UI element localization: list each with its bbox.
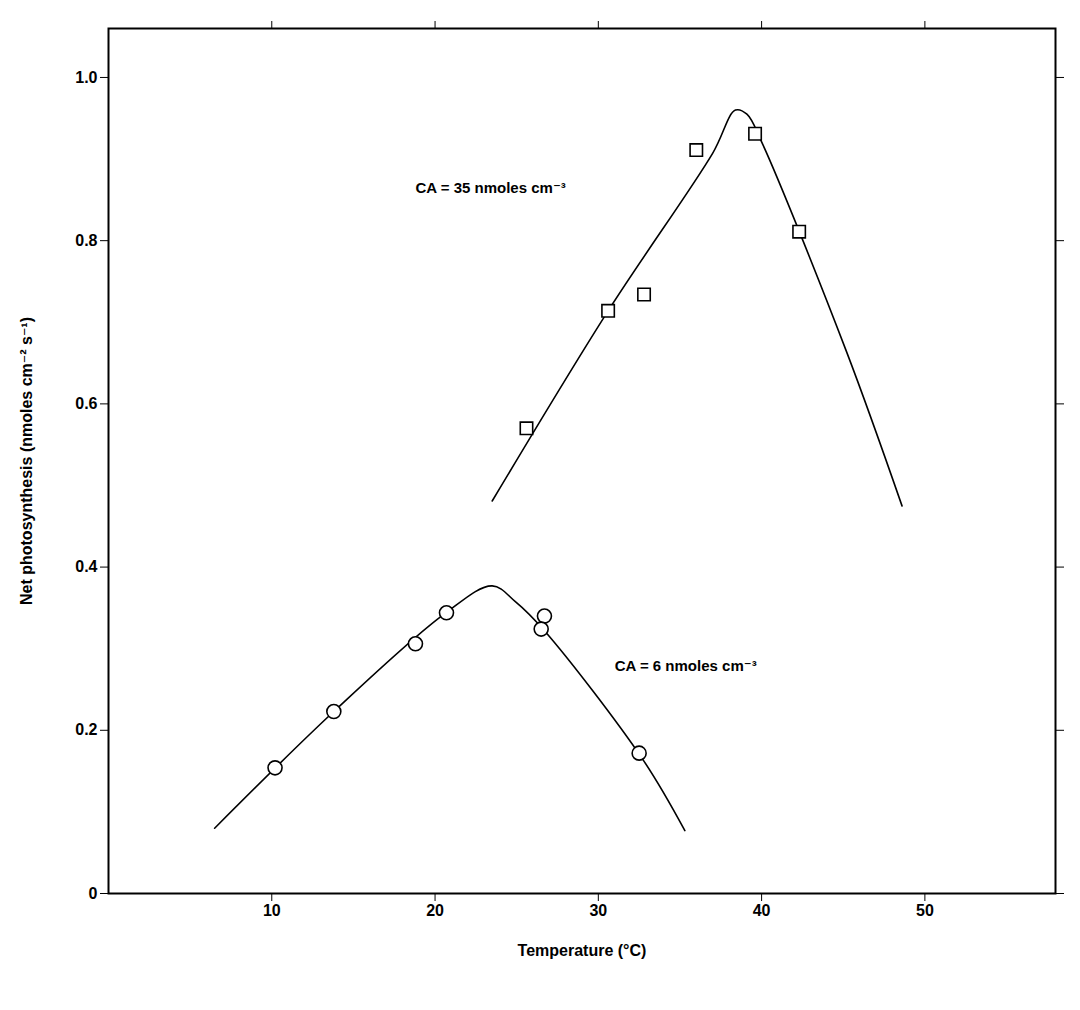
svg-text:10: 10 xyxy=(263,902,281,919)
svg-text:0: 0 xyxy=(89,885,98,902)
svg-text:50: 50 xyxy=(916,902,934,919)
svg-text:0.4: 0.4 xyxy=(75,558,97,575)
svg-text:0.6: 0.6 xyxy=(75,395,97,412)
svg-text:Temperature (°C): Temperature (°C) xyxy=(518,942,647,959)
svg-text:Net photosynthesis (nmoles cm⁻: Net photosynthesis (nmoles cm⁻² s⁻¹) xyxy=(18,317,35,605)
svg-text:0.8: 0.8 xyxy=(75,232,97,249)
svg-text:30: 30 xyxy=(589,902,607,919)
svg-text:40: 40 xyxy=(753,902,771,919)
svg-text:20: 20 xyxy=(426,902,444,919)
svg-text:1.0: 1.0 xyxy=(75,69,97,86)
svg-text:CA = 35 nmoles cm⁻³: CA = 35 nmoles cm⁻³ xyxy=(415,179,565,196)
svg-text:0.2: 0.2 xyxy=(75,721,97,738)
svg-text:CA = 6 nmoles cm⁻³: CA = 6 nmoles cm⁻³ xyxy=(615,657,757,674)
